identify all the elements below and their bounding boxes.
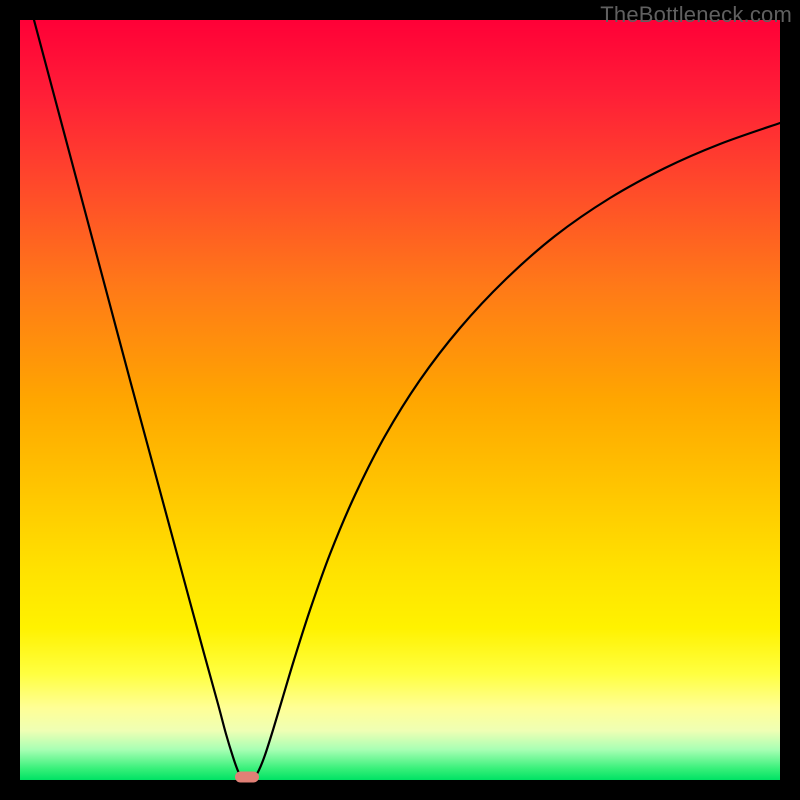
plot-background	[20, 20, 780, 780]
chart-svg	[0, 0, 800, 800]
bottleneck-chart: TheBottleneck.com	[0, 0, 800, 800]
minimum-marker	[235, 772, 259, 783]
watermark-text: TheBottleneck.com	[600, 2, 792, 28]
